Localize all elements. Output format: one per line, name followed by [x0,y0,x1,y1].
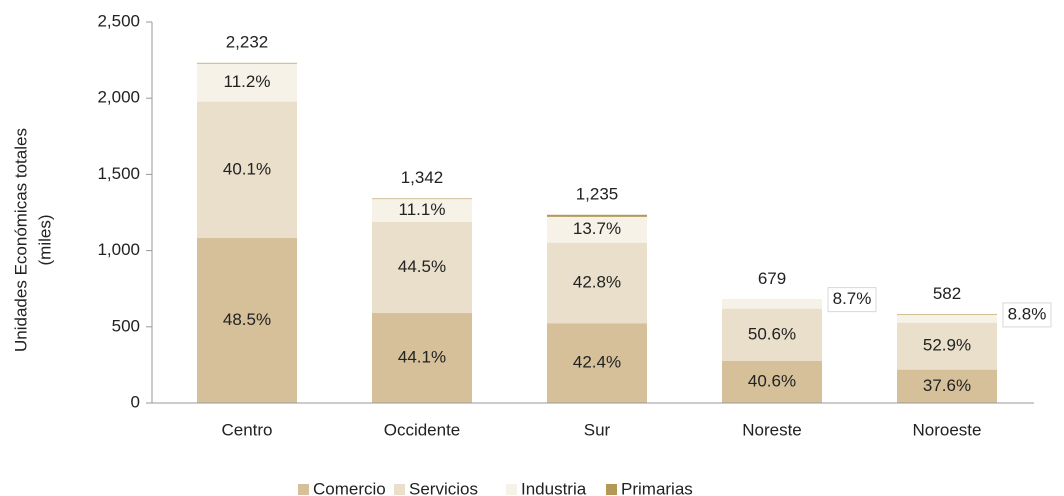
legend-label: Servicios [409,479,478,496]
legend-swatch [394,484,405,495]
legend-label: Comercio [313,479,386,496]
bar-segment [197,63,297,102]
data-label: 42.8% [573,272,621,291]
x-tick-label: Noreste [742,420,802,439]
bar-segment [897,369,997,403]
total-label: 1,342 [401,168,444,187]
data-label: 44.5% [398,257,446,276]
bar-segment [197,101,297,239]
y-tick-label: 1,000 [97,240,140,259]
bar-segment [547,242,647,324]
bar-segment [372,221,472,313]
bar-segment [372,198,472,200]
y-tick-label: 2,500 [97,11,140,30]
bar-segment [197,238,297,403]
legend-label: Primarias [621,479,693,496]
x-tick-label: Noroeste [913,420,982,439]
bar-segment [722,299,822,309]
bar-segment [897,314,997,323]
bar-segment [547,214,647,217]
data-label: 50.6% [748,324,796,343]
y-axis-label: Unidades Económicas totales [11,128,30,352]
bar-segment [897,322,997,370]
data-label: 8.8% [1008,304,1047,323]
x-tick-label: Occidente [384,420,461,439]
data-label: 40.6% [748,371,796,390]
y-tick-label: 500 [112,316,140,335]
data-label: 52.9% [923,336,971,355]
total-label: 582 [933,284,961,303]
y-tick-label: 0 [131,392,140,411]
data-label: 40.1% [223,159,271,178]
total-label: 679 [758,269,786,288]
legend-swatch [298,484,309,495]
data-label: 48.5% [223,310,271,329]
data-label: 13.7% [573,219,621,238]
legend-label: Industria [521,479,587,496]
y-tick-label: 1,500 [97,164,140,183]
bar-segment [722,360,822,403]
data-label: 11.2% [224,72,271,91]
data-label-box [827,287,877,313]
bar-segment [722,308,822,361]
legend-swatch [506,484,517,495]
data-label: 44.1% [398,347,446,366]
data-label: 42.4% [573,353,621,372]
total-label: 1,235 [576,184,619,203]
total-label: 2,232 [226,32,269,51]
y-axis-label: (miles) [35,215,54,266]
bar-segment [197,62,297,64]
data-label: 11.1% [399,200,446,219]
data-label-box [1002,302,1052,328]
x-tick-label: Sur [584,420,611,439]
legend-swatch [606,484,617,495]
bar-segment [547,323,647,403]
bar-segment [372,312,472,403]
data-label: 8.7% [833,289,872,308]
data-label: 37.6% [923,376,971,395]
bar-segment [547,216,647,243]
y-tick-label: 2,000 [97,88,140,107]
bar-segment [897,314,997,315]
bar-segment [372,199,472,222]
x-tick-label: Centro [221,420,272,439]
